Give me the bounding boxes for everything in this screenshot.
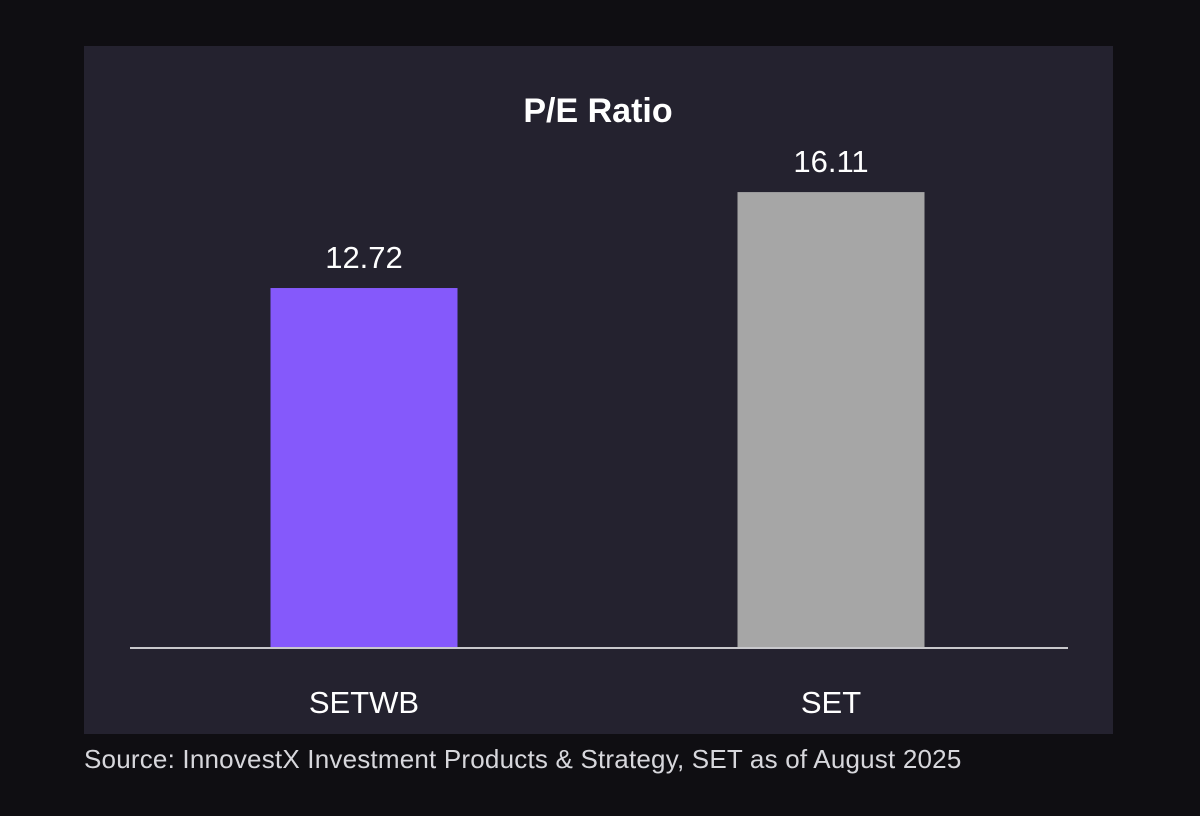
- bar-set: [737, 192, 925, 648]
- chart-panel: P/E Ratio 12.72 SETWB 16.11 SET: [84, 46, 1113, 734]
- source-note: Source: InnovestX Investment Products & …: [84, 744, 962, 774]
- value-label-set: 16.11: [793, 144, 868, 179]
- chart-title: P/E Ratio: [523, 92, 672, 130]
- pe-ratio-chart: P/E Ratio 12.72 SETWB 16.11 SET: [130, 92, 1068, 720]
- category-label-setwb: SETWB: [309, 685, 419, 720]
- bars-layer: 12.72 SETWB 16.11 SET: [270, 144, 925, 720]
- category-label-set: SET: [801, 685, 861, 720]
- bar-setwb: [270, 288, 458, 648]
- value-label-setwb: 12.72: [325, 240, 403, 275]
